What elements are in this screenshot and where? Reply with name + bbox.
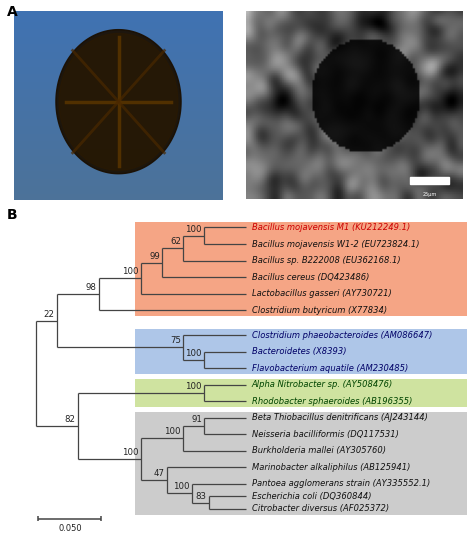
Text: Bacteroidetes (X8393): Bacteroidetes (X8393) bbox=[252, 347, 346, 356]
Text: Marinobacter alkaliphilus (AB125941): Marinobacter alkaliphilus (AB125941) bbox=[252, 463, 410, 472]
Text: Rhodobacter sphaeroides (AB196355): Rhodobacter sphaeroides (AB196355) bbox=[252, 397, 412, 406]
Text: 100: 100 bbox=[185, 225, 202, 234]
Text: Clostridium butyricum (X77834): Clostridium butyricum (X77834) bbox=[252, 306, 387, 315]
Text: 22: 22 bbox=[44, 310, 55, 319]
Text: 98: 98 bbox=[86, 283, 97, 292]
Text: Burkholderia mallei (AY305760): Burkholderia mallei (AY305760) bbox=[252, 446, 386, 456]
Text: 75: 75 bbox=[170, 336, 181, 345]
Text: 99: 99 bbox=[149, 252, 160, 261]
Text: 47: 47 bbox=[153, 469, 164, 478]
Text: Lactobacillus gasseri (AY730721): Lactobacillus gasseri (AY730721) bbox=[252, 289, 392, 298]
Text: Citrobacter diversus (AF025372): Citrobacter diversus (AF025372) bbox=[252, 504, 389, 513]
Text: Bacillus sp. B222008 (EU362168.1): Bacillus sp. B222008 (EU362168.1) bbox=[252, 256, 401, 265]
Text: Escherichia coli (DQ360844): Escherichia coli (DQ360844) bbox=[252, 492, 371, 501]
Text: 0.050: 0.050 bbox=[58, 524, 82, 533]
Polygon shape bbox=[56, 30, 181, 174]
Text: 62: 62 bbox=[170, 237, 181, 246]
Text: Clostridium phaeobacteroides (AM086647): Clostridium phaeobacteroides (AM086647) bbox=[252, 331, 432, 340]
Text: 100: 100 bbox=[122, 267, 139, 276]
Text: Flavobacterium aquatile (AM230485): Flavobacterium aquatile (AM230485) bbox=[252, 364, 408, 373]
Bar bbox=[135, 379, 467, 407]
Text: Alpha Nitrobacter sp. (AY508476): Alpha Nitrobacter sp. (AY508476) bbox=[252, 380, 393, 389]
Text: Beta Thiobacillus denitrificans (AJ243144): Beta Thiobacillus denitrificans (AJ24314… bbox=[252, 413, 428, 422]
Text: 83: 83 bbox=[195, 492, 206, 500]
Bar bbox=[135, 329, 467, 374]
Text: 100: 100 bbox=[164, 428, 181, 436]
Text: 25μm: 25μm bbox=[422, 192, 437, 197]
Text: Bacillus mojavensis W1-2 (EU723824.1): Bacillus mojavensis W1-2 (EU723824.1) bbox=[252, 240, 419, 248]
Bar bbox=[135, 412, 467, 515]
Text: Neisseria bacilliformis (DQ117531): Neisseria bacilliformis (DQ117531) bbox=[252, 430, 399, 439]
Text: 100: 100 bbox=[173, 482, 189, 491]
Text: Pantoea agglomerans strain (AY335552.1): Pantoea agglomerans strain (AY335552.1) bbox=[252, 480, 430, 489]
Text: Bacillus mojavensis M1 (KU212249.1): Bacillus mojavensis M1 (KU212249.1) bbox=[252, 223, 410, 232]
Text: B: B bbox=[7, 208, 18, 222]
Bar bbox=[410, 177, 449, 184]
Text: 91: 91 bbox=[191, 415, 202, 424]
Text: 82: 82 bbox=[65, 415, 76, 424]
Bar bbox=[135, 222, 467, 316]
Text: Bacillus cereus (DQ423486): Bacillus cereus (DQ423486) bbox=[252, 273, 369, 281]
Text: 100: 100 bbox=[185, 382, 202, 391]
Text: 100: 100 bbox=[122, 449, 139, 458]
Polygon shape bbox=[59, 34, 178, 170]
Text: A: A bbox=[7, 5, 18, 19]
Text: 100: 100 bbox=[185, 349, 202, 358]
